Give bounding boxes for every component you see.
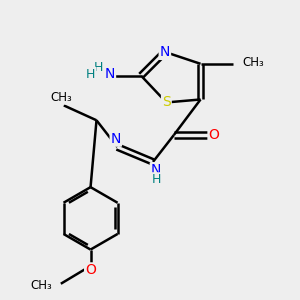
Text: H: H	[93, 61, 103, 74]
Text: H: H	[151, 173, 160, 186]
Text: H: H	[86, 68, 95, 81]
Text: S: S	[162, 95, 171, 110]
Text: CH₃: CH₃	[50, 91, 72, 103]
Text: N: N	[151, 163, 161, 177]
Text: O: O	[208, 128, 219, 142]
Text: CH₃: CH₃	[242, 56, 264, 69]
Text: CH₃: CH₃	[30, 279, 52, 292]
Text: O: O	[85, 263, 96, 278]
Text: N: N	[111, 132, 121, 146]
Text: N: N	[160, 45, 170, 59]
Text: N: N	[105, 67, 115, 81]
